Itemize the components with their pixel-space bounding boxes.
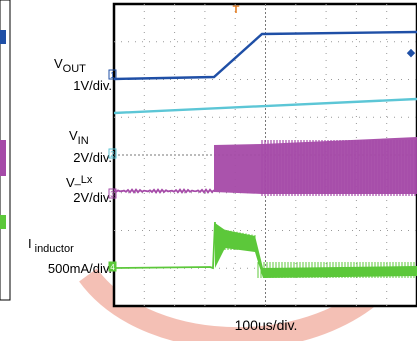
trace-vout [113, 30, 417, 81]
trace-iinductor-pre [113, 221, 216, 270]
iinductor-scale-label: 500mA/div. [48, 261, 112, 276]
scope-traces [113, 30, 417, 278]
vlx-scale-label: 2V/div. [73, 190, 112, 205]
svg-text:VOUT: VOUT [54, 56, 86, 75]
vout-label-sub: OUT [63, 63, 87, 75]
trace-vlx-idle [113, 188, 215, 194]
channel-label-vin: VIN 2V/div. [69, 128, 112, 165]
iinductor-label-main: I [28, 236, 32, 251]
iinductor-label-sub: inductor [35, 243, 74, 255]
svg-text:4: 4 [110, 263, 115, 272]
channel-marker-1: 1 [108, 69, 117, 80]
x-axis-label: 100us/div. [235, 317, 298, 333]
trigger-marker: T [233, 4, 240, 16]
svg-text:3: 3 [110, 190, 115, 199]
vlx-label-sub: _Lx [74, 174, 93, 186]
left-panel-blue-mark [0, 30, 6, 44]
svg-text:V_Lx: V_Lx [66, 174, 93, 190]
left-panel-purple-mark [0, 140, 6, 176]
trace-iinductor-envelope [215, 223, 417, 278]
svg-text:VIN: VIN [69, 128, 89, 147]
vout-scale-label: 1V/div. [73, 78, 112, 93]
svg-text:1: 1 [110, 71, 115, 80]
trigger-level-marker: ◆ [407, 47, 416, 59]
vin-label-sub: IN [78, 135, 89, 147]
channel-marker-3: 3 [108, 188, 117, 199]
channel-marker-4: 4 [108, 261, 117, 272]
channel-marker-2: 2 [108, 148, 117, 159]
vin-scale-label: 2V/div. [73, 150, 112, 165]
left-panel-green-mark [0, 215, 6, 229]
vin-label-main: V [69, 128, 78, 143]
channel-label-vout: VOUT 1V/div. [54, 56, 112, 93]
vlx-label-main: V [66, 175, 75, 190]
trace-vin [113, 97, 417, 115]
vout-label-main: V [54, 56, 63, 71]
channel-label-vlx: V_Lx 2V/div. [66, 174, 112, 205]
svg-text:2: 2 [110, 150, 115, 159]
